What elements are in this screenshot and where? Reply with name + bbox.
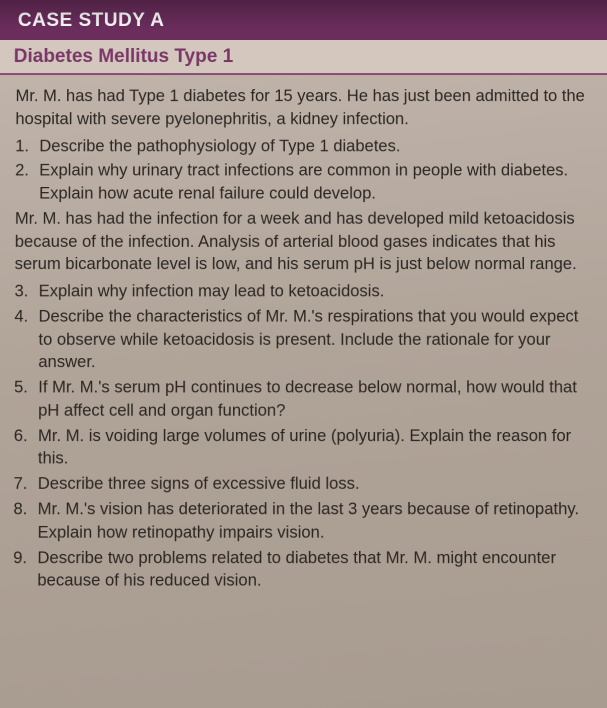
item-text: Describe the characteristics of Mr. M.'s…: [38, 305, 591, 374]
item-text: If Mr. M.'s serum pH continues to decrea…: [38, 376, 591, 422]
item-text: Describe three signs of excessive fluid …: [38, 473, 592, 496]
header-title: CASE STUDY A: [18, 10, 165, 31]
list-item: 4. Describe the characteristics of Mr. M…: [14, 305, 591, 374]
list-item: 6. Mr. M. is voiding large volumes of ur…: [14, 425, 592, 471]
item-text: Mr. M. is voiding large volumes of urine…: [38, 425, 592, 471]
item-number: 8.: [13, 498, 37, 544]
item-number: 9.: [13, 546, 37, 592]
case-study-page: CASE STUDY A Diabetes Mellitus Type 1 Mr…: [0, 0, 607, 708]
header-bar: CASE STUDY A: [0, 0, 607, 40]
mid-paragraph: Mr. M. has had the infection for a week …: [15, 207, 591, 276]
item-text: Explain why urinary tract infections are…: [39, 160, 590, 206]
list-item: 2. Explain why urinary tract infections …: [15, 160, 590, 206]
list-item: 1. Describe the pathophysiology of Type …: [15, 135, 590, 158]
subtitle-bar: Diabetes Mellitus Type 1: [0, 40, 607, 75]
subtitle-text: Diabetes Mellitus Type 1: [14, 46, 234, 67]
item-number: 1.: [15, 135, 39, 158]
list-item: 9. Describe two problems related to diab…: [13, 546, 592, 592]
item-text: Mr. M.'s vision has deteriorated in the …: [37, 498, 591, 544]
item-text: Explain why infection may lead to ketoac…: [39, 280, 591, 303]
list-item: 3. Explain why infection may lead to ket…: [14, 280, 590, 303]
list-item: 7. Describe three signs of excessive flu…: [14, 473, 592, 496]
item-number: 4.: [14, 305, 38, 374]
question-list-1: 1. Describe the pathophysiology of Type …: [15, 135, 590, 206]
item-number: 7.: [14, 473, 38, 496]
item-number: 6.: [14, 425, 38, 471]
question-list-2: 3. Explain why infection may lead to ket…: [13, 280, 592, 592]
content-body: Mr. M. has had Type 1 diabetes for 15 ye…: [0, 75, 607, 605]
item-number: 3.: [14, 280, 38, 303]
list-item: 8. Mr. M.'s vision has deteriorated in t…: [13, 498, 591, 544]
item-number: 5.: [14, 376, 38, 422]
item-text: Describe two problems related to diabete…: [37, 546, 592, 592]
intro-paragraph: Mr. M. has had Type 1 diabetes for 15 ye…: [15, 85, 589, 131]
item-number: 2.: [15, 160, 39, 206]
item-text: Describe the pathophysiology of Type 1 d…: [39, 135, 590, 158]
list-item: 5. If Mr. M.'s serum pH continues to dec…: [14, 376, 591, 422]
